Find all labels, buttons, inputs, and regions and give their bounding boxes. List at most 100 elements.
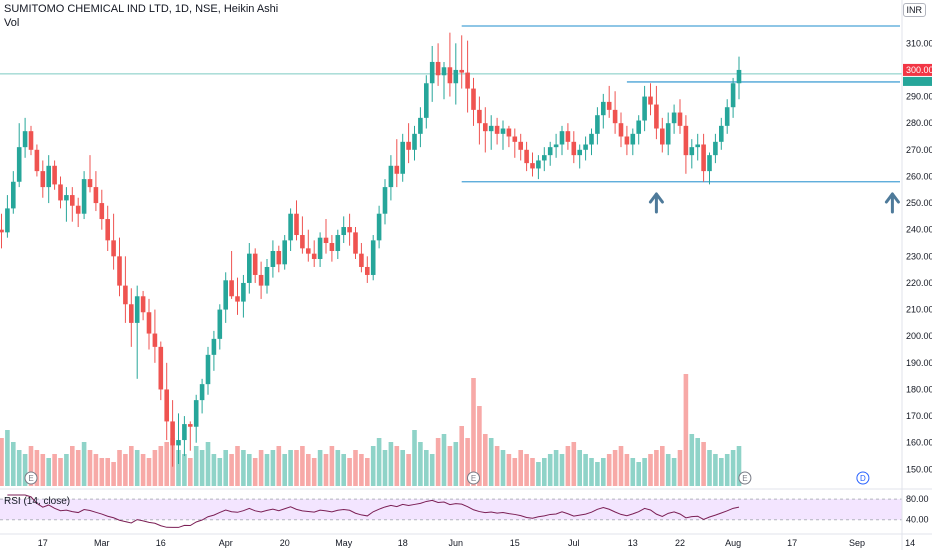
volume-bar xyxy=(465,438,470,486)
volume-bar xyxy=(252,458,258,486)
y-tick-label: 230.00 xyxy=(906,251,932,261)
volume-bar xyxy=(0,438,4,486)
x-tick-label: 14 xyxy=(905,538,915,548)
candle-body xyxy=(16,147,22,182)
candle-body xyxy=(123,285,128,305)
volume-bar xyxy=(288,450,293,486)
candle-body xyxy=(0,229,4,233)
volume-bar xyxy=(577,450,582,486)
candle-body xyxy=(75,205,81,214)
candle-body xyxy=(701,144,706,172)
volume-bar xyxy=(264,454,270,486)
y-tick-label: 210.00 xyxy=(906,305,932,315)
volume-bar xyxy=(22,454,28,486)
volume-bar xyxy=(211,454,217,486)
candle-body xyxy=(483,123,488,132)
volume-bar xyxy=(306,454,311,486)
volume-bar xyxy=(624,454,630,486)
volume-bar xyxy=(365,458,370,486)
volume-bar xyxy=(40,454,46,486)
candle-body xyxy=(294,213,299,236)
earnings-event-icon[interactable] xyxy=(738,471,752,485)
volume-bar xyxy=(258,450,264,486)
candle-body xyxy=(229,280,234,297)
candle-body xyxy=(612,109,618,124)
volume-bar xyxy=(129,446,134,486)
y-tick-label: 270.00 xyxy=(906,145,932,155)
candle-body xyxy=(270,251,276,267)
candle-body xyxy=(335,235,341,251)
volume-bar xyxy=(117,450,122,486)
volume-bar xyxy=(719,458,724,486)
volume-bar xyxy=(229,454,234,486)
candle-body xyxy=(264,266,270,286)
volume-bar xyxy=(182,454,187,486)
volume-bar xyxy=(412,430,417,486)
volume-bar xyxy=(724,454,730,486)
volume-bar xyxy=(123,454,128,486)
candle-body xyxy=(306,248,311,254)
event-letter: E xyxy=(471,474,476,483)
candle-body xyxy=(252,253,258,275)
volume-bar xyxy=(630,458,636,486)
candle-body xyxy=(365,266,370,275)
volume-bar xyxy=(500,450,506,486)
volume-bar xyxy=(376,438,382,486)
currency-badge[interactable]: INR xyxy=(902,3,926,17)
dividend-event-icon[interactable] xyxy=(856,471,870,485)
candle-body xyxy=(70,195,75,206)
volume-bar xyxy=(111,462,116,486)
candle-body xyxy=(488,125,494,132)
volume-bar xyxy=(205,442,211,486)
candle-body xyxy=(276,251,282,265)
volume-bar xyxy=(518,450,523,486)
volume-bar xyxy=(559,454,565,486)
volume-bar xyxy=(547,454,553,486)
volume-bar xyxy=(660,446,665,486)
volume-bar xyxy=(713,454,718,486)
candle-body xyxy=(317,237,323,259)
candle-body xyxy=(736,69,742,84)
volume-bar xyxy=(270,450,276,486)
volume-bar xyxy=(736,446,742,486)
candle-body xyxy=(518,141,523,150)
candle-body xyxy=(512,136,518,142)
candle-body xyxy=(429,61,435,84)
candle-body xyxy=(636,120,641,134)
volume-bar xyxy=(730,450,736,486)
x-tick-label: 13 xyxy=(628,538,638,548)
x-tick-label: 20 xyxy=(280,538,290,548)
x-tick-label: Jun xyxy=(449,538,464,548)
volume-bar xyxy=(28,446,34,486)
earnings-event-icon[interactable] xyxy=(24,471,38,485)
candle-body xyxy=(117,256,122,286)
candle-body xyxy=(459,69,464,73)
candle-body xyxy=(677,112,683,126)
x-tick-label: Jul xyxy=(568,538,580,548)
volume-bar xyxy=(5,430,10,486)
candle-body xyxy=(152,333,158,347)
earnings-event-icon[interactable] xyxy=(467,471,480,485)
candle-body xyxy=(64,195,69,201)
volume-bar xyxy=(193,446,199,486)
volume-bar xyxy=(176,450,181,486)
candle-body xyxy=(111,240,116,257)
y-tick-label: 190.00 xyxy=(906,358,932,368)
volume-bar xyxy=(241,450,246,486)
volume-bar xyxy=(247,454,252,486)
candle-body xyxy=(81,179,87,214)
volume-bar xyxy=(459,426,464,486)
volume-bar xyxy=(665,454,671,486)
volume-bar xyxy=(618,446,624,486)
candle-body xyxy=(205,354,211,385)
candle-body xyxy=(606,101,612,110)
volume-bar xyxy=(524,454,529,486)
candle-body xyxy=(589,133,594,145)
candle-body xyxy=(424,83,429,118)
candle-body xyxy=(282,240,287,265)
candle-body xyxy=(453,69,459,84)
event-letter: D xyxy=(860,474,866,483)
volume-bar xyxy=(648,454,653,486)
